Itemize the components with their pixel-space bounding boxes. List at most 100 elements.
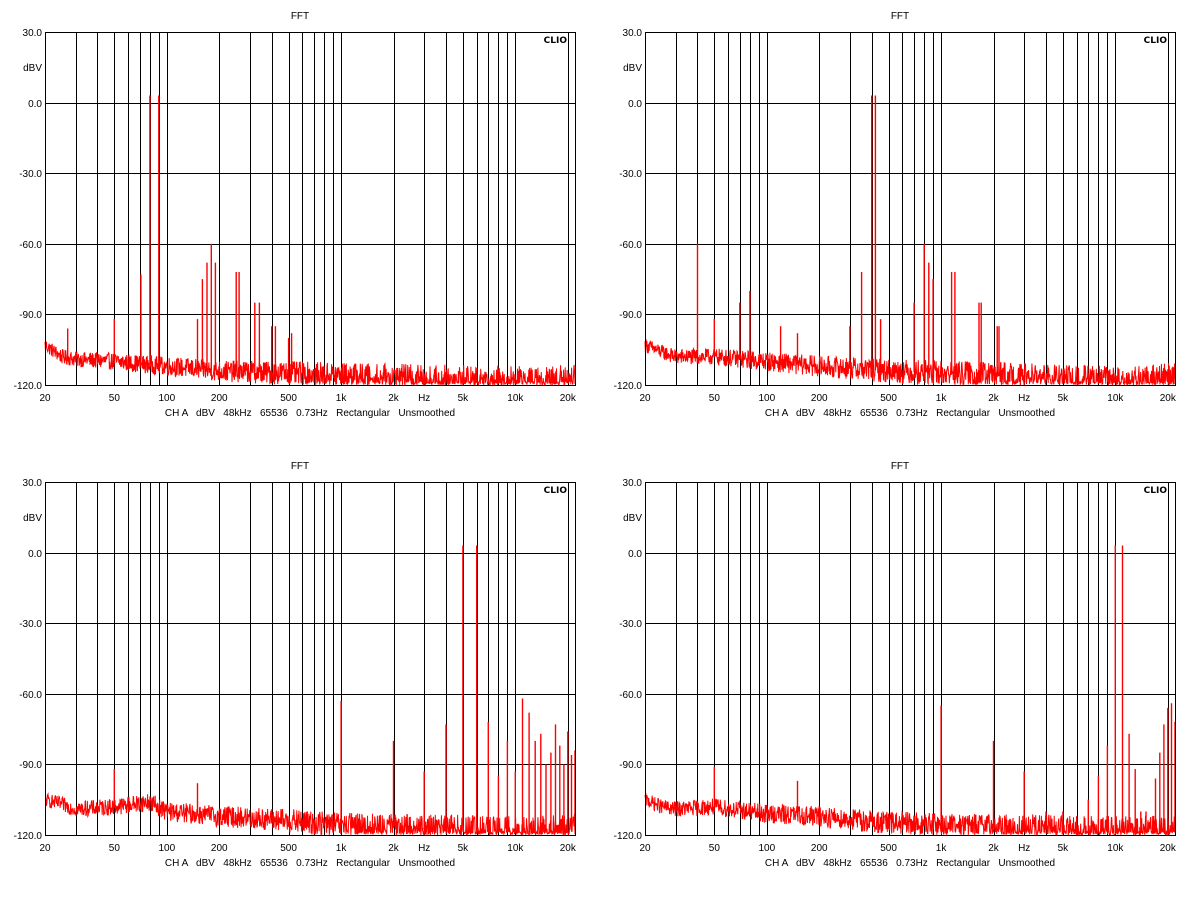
y-tick-label: 30.0 bbox=[623, 478, 643, 489]
plot-frame bbox=[45, 32, 576, 386]
y-tick-label: -30.0 bbox=[619, 619, 642, 630]
x-tick-label: Hz bbox=[1018, 393, 1030, 404]
x-tick-label: Hz bbox=[418, 393, 430, 404]
measurement-info: CH A dBV 48kHz 65536 0.73Hz Rectangular … bbox=[165, 858, 455, 869]
y-tick-label: -120.0 bbox=[14, 831, 43, 842]
plot-frame bbox=[645, 32, 1176, 386]
x-tick-label: 5k bbox=[458, 843, 470, 854]
fft-chart-4: FFT 30.0 0.0 -30.0 -60.0 -90.0 -120.0 dBV 20 50 10… bbox=[600, 450, 1200, 900]
x-tick-label: 200 bbox=[211, 393, 228, 404]
horizontal-gridlines bbox=[645, 103, 1175, 315]
x-tick-label: 10k bbox=[507, 393, 524, 404]
vertical-gridlines bbox=[676, 32, 1169, 385]
x-tick-label: 50 bbox=[109, 843, 121, 854]
horizontal-gridlines bbox=[45, 553, 575, 765]
x-tick-label: 50 bbox=[109, 393, 121, 404]
measurement-info: CH A dBV 48kHz 65536 0.73Hz Rectangular … bbox=[165, 408, 455, 419]
y-tick-label: 0.0 bbox=[28, 549, 42, 560]
y-tick-label: -90.0 bbox=[619, 310, 642, 321]
y-tick-label: -30.0 bbox=[19, 169, 42, 180]
x-tick-label: 20 bbox=[39, 393, 51, 404]
x-tick-label: 20 bbox=[639, 393, 651, 404]
brand-logo: CLIO bbox=[544, 486, 568, 496]
spectrum-trace bbox=[644, 792, 1176, 837]
fft-chart-2: FFT 30.0 0.0 -30.0 -60.0 -90.0 -120.0 dBV 20 50 10… bbox=[600, 0, 1200, 450]
x-tick-label: Hz bbox=[1018, 843, 1030, 854]
x-tick-label: 5k bbox=[1058, 393, 1070, 404]
horizontal-gridlines bbox=[45, 103, 575, 315]
y-tick-label: -30.0 bbox=[19, 619, 42, 630]
x-tick-label: 100 bbox=[758, 393, 775, 404]
y-tick-label: -120.0 bbox=[614, 381, 643, 392]
y-tick-label: 30.0 bbox=[623, 28, 643, 39]
fft-chart-3: FFT 30.0 0.0 -30.0 -60.0 -90.0 -120.0 dBV 20 50 10… bbox=[0, 450, 600, 900]
x-tick-label: 10k bbox=[507, 843, 524, 854]
y-tick-label: -60.0 bbox=[19, 690, 42, 701]
plot-frame bbox=[645, 482, 1176, 836]
y-tick-label: 30.0 bbox=[23, 28, 43, 39]
brand-logo: CLIO bbox=[1144, 486, 1168, 496]
x-tick-label: 20 bbox=[39, 843, 51, 854]
y-tick-label: -90.0 bbox=[619, 760, 642, 771]
x-tick-label: 100 bbox=[158, 393, 175, 404]
spectrum-trace bbox=[44, 341, 576, 387]
y-tick-label: -30.0 bbox=[619, 169, 642, 180]
fft-chart-svg: FFT 30.0 0.0 -30.0 -60.0 -90.0 -120.0 dBV 20 50 10… bbox=[14, 11, 577, 419]
x-tick-label: 2k bbox=[988, 393, 1000, 404]
chart-title: FFT bbox=[891, 11, 909, 22]
x-tick-label: 500 bbox=[280, 843, 297, 854]
y-tick-label: -60.0 bbox=[619, 690, 642, 701]
x-tick-label: 20 bbox=[639, 843, 651, 854]
x-tick-label: 500 bbox=[880, 393, 897, 404]
y-tick-label: 30.0 bbox=[23, 478, 43, 489]
y-tick-label: 0.0 bbox=[28, 99, 42, 110]
brand-logo: CLIO bbox=[1144, 36, 1168, 46]
fft-chart-svg: FFT 30.0 0.0 -30.0 -60.0 -90.0 -120.0 dBV 20 50 10… bbox=[14, 461, 577, 869]
spectrum-trace bbox=[44, 792, 576, 836]
y-tick-label: -120.0 bbox=[14, 381, 43, 392]
x-tick-label: 20k bbox=[560, 843, 577, 854]
y-tick-label: -90.0 bbox=[19, 310, 42, 321]
y-axis-label: dBV bbox=[23, 63, 42, 74]
y-tick-label: -60.0 bbox=[19, 240, 42, 251]
plot-frame bbox=[45, 482, 576, 836]
y-tick-label: -120.0 bbox=[614, 831, 643, 842]
brand-logo: CLIO bbox=[544, 36, 568, 46]
x-tick-label: 1k bbox=[936, 393, 948, 404]
x-tick-label: 500 bbox=[280, 393, 297, 404]
x-tick-label: 5k bbox=[1058, 843, 1070, 854]
vertical-gridlines bbox=[676, 482, 1169, 835]
spectrum-trace bbox=[644, 339, 1176, 387]
x-tick-label: 1k bbox=[336, 843, 348, 854]
x-tick-label: 10k bbox=[1107, 393, 1124, 404]
x-tick-label: 50 bbox=[709, 393, 721, 404]
x-tick-label: 5k bbox=[458, 393, 470, 404]
x-tick-label: 2k bbox=[388, 843, 400, 854]
x-tick-label: 200 bbox=[211, 843, 228, 854]
x-tick-label: 500 bbox=[880, 843, 897, 854]
fft-chart-svg: FFT 30.0 0.0 -30.0 -60.0 -90.0 -120.0 dBV 20 50 10… bbox=[614, 461, 1177, 869]
x-tick-label: 100 bbox=[758, 843, 775, 854]
x-tick-label: 200 bbox=[811, 843, 828, 854]
vertical-gridlines bbox=[76, 482, 569, 835]
chart-title: FFT bbox=[291, 11, 309, 22]
x-tick-label: 2k bbox=[388, 393, 400, 404]
x-tick-label: 1k bbox=[936, 843, 948, 854]
x-tick-label: 50 bbox=[709, 843, 721, 854]
measurement-info: CH A dBV 48kHz 65536 0.73Hz Rectangular … bbox=[765, 408, 1055, 419]
x-tick-label: 10k bbox=[1107, 843, 1124, 854]
y-tick-label: -90.0 bbox=[19, 760, 42, 771]
x-tick-label: 200 bbox=[811, 393, 828, 404]
y-axis-label: dBV bbox=[23, 513, 42, 524]
y-axis-label: dBV bbox=[623, 513, 642, 524]
x-tick-label: 2k bbox=[988, 843, 1000, 854]
measurement-info: CH A dBV 48kHz 65536 0.73Hz Rectangular … bbox=[765, 858, 1055, 869]
y-axis-label: dBV bbox=[623, 63, 642, 74]
chart-title: FFT bbox=[891, 461, 909, 472]
y-tick-label: 0.0 bbox=[628, 99, 642, 110]
y-tick-label: 0.0 bbox=[628, 549, 642, 560]
x-tick-label: 20k bbox=[1160, 843, 1177, 854]
x-tick-label: 100 bbox=[158, 843, 175, 854]
y-tick-label: -60.0 bbox=[619, 240, 642, 251]
x-tick-label: 20k bbox=[1160, 393, 1177, 404]
